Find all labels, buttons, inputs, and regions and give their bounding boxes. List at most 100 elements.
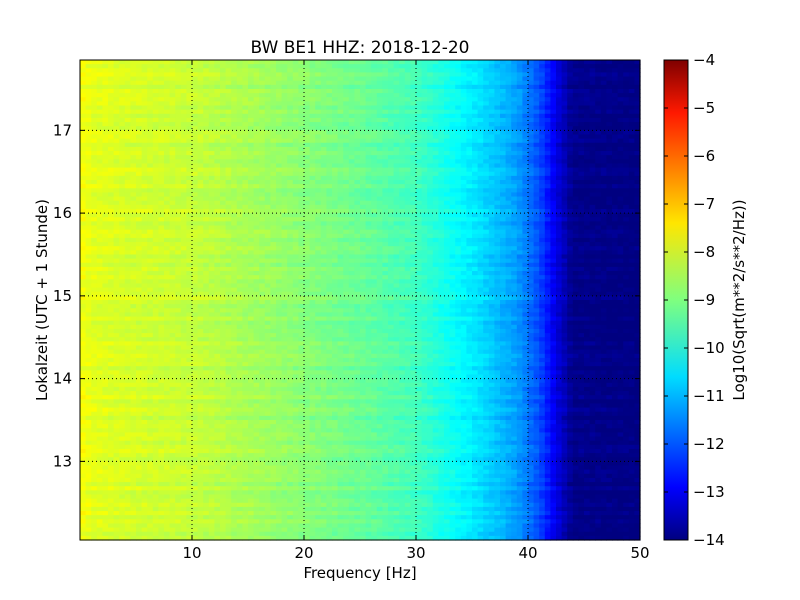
heatmap-cell <box>276 213 283 218</box>
heatmap-cell <box>276 246 283 251</box>
heatmap-cell <box>85 229 92 235</box>
heatmap-cell <box>158 130 165 136</box>
heatmap-cell <box>315 175 322 181</box>
heatmap-cell <box>460 60 467 65</box>
heatmap-cell <box>304 84 311 90</box>
heatmap-cell <box>292 204 299 210</box>
heatmap-cell <box>225 242 232 247</box>
heatmap-cell <box>186 109 193 115</box>
heatmap-cell <box>511 242 518 247</box>
heatmap-cell <box>259 196 266 202</box>
heatmap-cell <box>180 163 187 169</box>
heatmap-cell <box>393 97 400 102</box>
heatmap-cell <box>343 105 350 111</box>
heatmap-cell <box>483 130 490 136</box>
heatmap-cell <box>348 200 355 206</box>
heatmap-cell <box>315 84 322 90</box>
heatmap-cell <box>376 155 383 160</box>
heatmap-cell <box>595 101 602 107</box>
heatmap-cell <box>197 146 204 152</box>
heatmap-cell <box>494 80 501 86</box>
heatmap-cell <box>427 180 434 185</box>
heatmap-cell <box>388 80 395 86</box>
heatmap-cell <box>158 237 165 243</box>
heatmap-cell <box>455 242 462 247</box>
heatmap-cell <box>141 138 148 144</box>
heatmap-cell <box>550 192 557 198</box>
heatmap-cell <box>612 233 619 239</box>
heatmap-cell <box>80 188 87 194</box>
heatmap-cell <box>102 258 109 264</box>
heatmap-cell <box>108 84 115 90</box>
heatmap-cell <box>292 155 299 160</box>
heatmap-cell <box>320 254 327 260</box>
heatmap-cell <box>449 84 456 90</box>
heatmap-cell <box>91 171 98 177</box>
heatmap-cell <box>371 130 378 136</box>
heatmap-cell <box>444 155 451 160</box>
heatmap-cell <box>253 151 260 156</box>
heatmap-cell <box>186 68 193 74</box>
heatmap-cell <box>91 155 98 160</box>
heatmap-cell <box>337 109 344 115</box>
heatmap-cell <box>96 242 103 247</box>
heatmap-cell <box>567 126 574 131</box>
heatmap-cell <box>326 246 333 251</box>
heatmap-cell <box>410 101 417 107</box>
heatmap-cell <box>388 138 395 144</box>
heatmap-cell <box>572 72 579 78</box>
heatmap-cell <box>399 60 406 65</box>
heatmap-cell <box>606 105 613 111</box>
heatmap-cell <box>393 76 400 82</box>
heatmap-cell <box>556 237 563 243</box>
heatmap-cell <box>483 213 490 218</box>
heatmap-cell <box>186 80 193 86</box>
heatmap-cell <box>382 101 389 107</box>
heatmap-cell <box>85 188 92 194</box>
heatmap-cell <box>326 151 333 156</box>
heatmap-cell <box>393 225 400 231</box>
heatmap-cell <box>488 76 495 82</box>
heatmap-cell <box>326 97 333 102</box>
heatmap-cell <box>96 130 103 136</box>
heatmap-cell <box>494 225 501 231</box>
heatmap-cell <box>236 60 243 65</box>
heatmap-cell <box>248 196 255 202</box>
heatmap-cell <box>259 262 266 268</box>
heatmap-cell <box>141 76 148 82</box>
heatmap-cell <box>320 192 327 198</box>
heatmap-cell <box>281 171 288 177</box>
heatmap-cell <box>584 250 591 256</box>
heatmap-cell <box>617 217 624 222</box>
heatmap-cell <box>539 184 546 189</box>
heatmap-cell <box>539 68 546 74</box>
heatmap-cell <box>365 151 372 156</box>
heatmap-cell <box>589 130 596 136</box>
heatmap-cell <box>595 254 602 260</box>
heatmap-cell <box>567 242 574 247</box>
heatmap-cell <box>113 163 120 169</box>
heatmap-cell <box>427 80 434 86</box>
heatmap-cell <box>326 117 333 123</box>
heatmap-cell <box>404 167 411 173</box>
heatmap-cell <box>214 213 221 218</box>
heatmap-cell <box>544 76 551 82</box>
heatmap-cell <box>203 72 210 78</box>
heatmap-cell <box>253 122 260 127</box>
heatmap-cell <box>315 262 322 268</box>
heatmap-cell <box>539 192 546 198</box>
heatmap-cell <box>102 151 109 156</box>
heatmap-cell <box>561 196 568 202</box>
heatmap-cell <box>186 105 193 111</box>
heatmap-cell <box>304 213 311 218</box>
heatmap-cell <box>511 142 518 148</box>
heatmap-cell <box>460 117 467 123</box>
heatmap-cell <box>248 258 255 264</box>
heatmap-cell <box>158 72 165 78</box>
heatmap-cell <box>578 184 585 189</box>
heatmap-cell <box>96 175 103 181</box>
heatmap-cell <box>444 246 451 251</box>
heatmap-cell <box>287 184 294 189</box>
heatmap-cell <box>169 254 176 260</box>
heatmap-cell <box>124 155 131 160</box>
